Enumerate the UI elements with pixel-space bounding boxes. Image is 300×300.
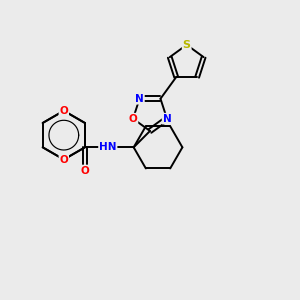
Text: HN: HN xyxy=(99,142,116,152)
Text: O: O xyxy=(59,106,68,116)
Text: S: S xyxy=(183,40,191,50)
Text: O: O xyxy=(59,154,68,164)
Text: O: O xyxy=(129,114,137,124)
Text: N: N xyxy=(135,94,144,104)
Text: N: N xyxy=(163,114,171,124)
Text: O: O xyxy=(80,166,89,176)
